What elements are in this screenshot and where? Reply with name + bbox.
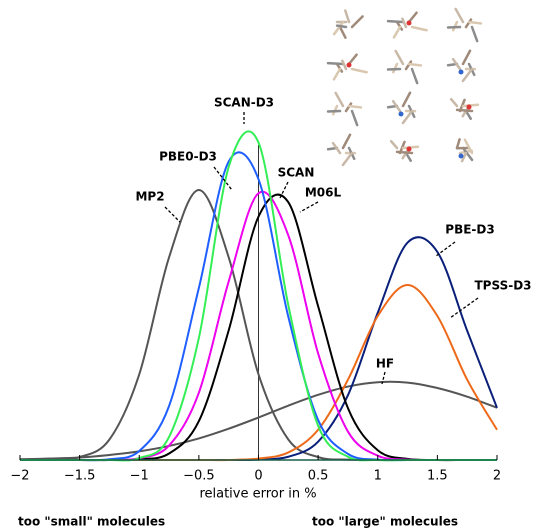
molecule-bond bbox=[409, 13, 417, 22]
x-tick-label: 1.5 bbox=[427, 469, 448, 484]
molecule-bond bbox=[451, 99, 457, 106]
annotation: too "small" molecules bbox=[18, 515, 165, 529]
x-tick-label: 2 bbox=[493, 469, 501, 484]
molecule-bond bbox=[340, 27, 345, 38]
molecule-bond bbox=[403, 93, 410, 106]
molecule-bond bbox=[472, 27, 477, 41]
molecule-bond bbox=[466, 111, 471, 119]
molecule-bond bbox=[328, 63, 343, 64]
molecule-bond bbox=[349, 55, 357, 64]
molecule-bond bbox=[402, 19, 406, 27]
x-axis-label: relative error in % bbox=[199, 487, 316, 502]
molecule-atom bbox=[347, 63, 352, 68]
x-tick-label: 0.5 bbox=[308, 469, 329, 484]
page: {"chart_data": { "type": "line", "x_labe… bbox=[0, 0, 538, 531]
molecule-bond bbox=[409, 64, 421, 65]
molecule-atom bbox=[459, 154, 464, 159]
x-tick-label: −1.5 bbox=[64, 469, 96, 484]
leader-line bbox=[280, 182, 288, 198]
molecule-bond bbox=[352, 111, 357, 125]
chart: relative error in % too "small" molecule… bbox=[0, 0, 538, 531]
molecule-bond bbox=[352, 69, 367, 72]
x-tick-label: 0 bbox=[254, 469, 262, 484]
x-tick-label: 1 bbox=[374, 469, 382, 484]
molecule-atom bbox=[467, 105, 472, 110]
molecule-bond bbox=[337, 26, 346, 27]
legend-label: PBE-D3 bbox=[445, 223, 494, 237]
molecule-bond bbox=[349, 106, 361, 107]
molecule-bond bbox=[342, 61, 346, 69]
molecule-atom bbox=[407, 147, 412, 152]
molecule-bond bbox=[457, 139, 460, 148]
molecule-bond bbox=[463, 69, 472, 81]
molecule-bond bbox=[412, 27, 427, 30]
molecule-bond bbox=[403, 111, 412, 123]
leader-line bbox=[436, 242, 455, 256]
molecule-bond bbox=[457, 110, 472, 111]
x-tick-label: −0.5 bbox=[183, 469, 215, 484]
x-tick-label: −1 bbox=[130, 469, 149, 484]
molecule-bond bbox=[391, 141, 397, 148]
molecule-bond bbox=[345, 11, 349, 22]
leader-line bbox=[300, 202, 318, 212]
molecule-bond bbox=[343, 153, 352, 165]
molecule-bond bbox=[334, 69, 340, 79]
molecule-bond bbox=[456, 9, 463, 22]
molecule-atom bbox=[407, 21, 412, 26]
molecule-bond bbox=[343, 135, 350, 148]
legend-label: M06L bbox=[305, 186, 342, 200]
leader-line bbox=[165, 207, 180, 222]
legend-label: MP2 bbox=[135, 190, 164, 204]
legend-label: PBE0-D3 bbox=[159, 150, 217, 164]
molecule-bond bbox=[463, 51, 470, 64]
molecule-bond bbox=[397, 152, 412, 153]
legend-label: TPSS-D3 bbox=[474, 279, 531, 293]
x-tick-label: −2 bbox=[10, 469, 29, 484]
leader-line bbox=[450, 298, 478, 318]
molecule-bond bbox=[396, 51, 403, 64]
molecule-bond bbox=[336, 93, 343, 106]
legend-label: SCAN bbox=[278, 166, 315, 180]
molecule-bond bbox=[469, 22, 481, 23]
molecule-bond bbox=[352, 16, 363, 27]
molecule-bond bbox=[388, 21, 403, 22]
molecule-bond bbox=[412, 69, 417, 83]
molecule-atom bbox=[459, 70, 464, 75]
molecule-bond bbox=[406, 153, 411, 161]
legend-label: HF bbox=[376, 357, 394, 371]
annotation: too "large" molecules bbox=[312, 515, 458, 529]
molecule-bond bbox=[394, 27, 400, 37]
legend-label: SCAN-D3 bbox=[214, 96, 274, 110]
molecule-atom bbox=[399, 112, 404, 117]
